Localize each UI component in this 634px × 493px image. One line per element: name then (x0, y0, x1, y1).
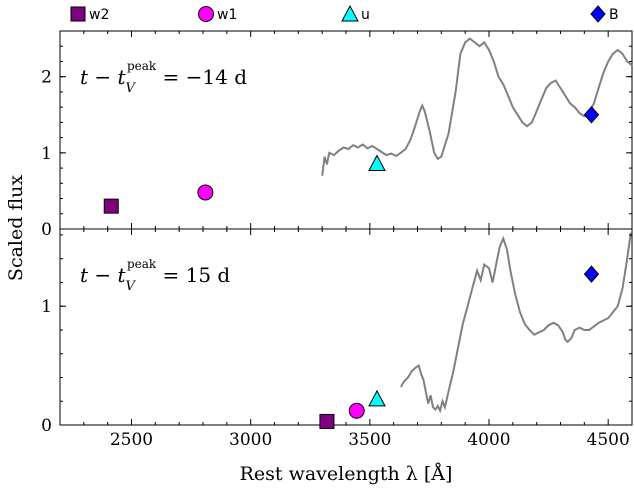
panel-top: 0 1 2 t − tVpeak = −14 d (41, 30, 633, 240)
legend-label-w2: w2 (89, 7, 109, 23)
y-tick-label: 0 (41, 416, 52, 436)
legend-label-u: u (361, 7, 370, 23)
legend-marker-w1 (198, 6, 214, 22)
x-tick-label: 2500 (110, 430, 153, 450)
y-tick-label: 2 (41, 68, 52, 88)
spectrum-top (321, 37, 633, 176)
photometry-point-B (583, 106, 600, 124)
panel-bottom: 0 1 2500 3000 3500 4000 4500 t − tVpeak = 15 … (41, 228, 633, 450)
photometry-point-w2 (319, 413, 335, 429)
x-ticks-top (83, 31, 633, 229)
legend-label-B: B (609, 7, 619, 23)
photometry-top (103, 106, 600, 214)
x-tick-label: 3500 (348, 430, 391, 450)
legend-label-w1: w1 (217, 7, 237, 23)
x-axis-title: Rest wavelength λ [Å] (240, 463, 453, 485)
x-tick-label: 4500 (587, 430, 630, 450)
photometry-point-w1 (197, 184, 214, 201)
photometry-point-u (368, 389, 386, 407)
photometry-point-u (368, 154, 386, 172)
spectrum-line (321, 37, 633, 176)
y-tick-label: 1 (41, 297, 52, 317)
photometry-point-w2 (103, 198, 119, 214)
y-axis-title: Scaled flux (5, 175, 27, 281)
y-ticks-top: 0 1 2 (41, 30, 632, 240)
legend: w2 w1 u B (70, 4, 619, 23)
x-ticks-bottom: 2500 3000 3500 4000 4500 (83, 229, 633, 450)
photometry-point-B (583, 265, 600, 283)
panel-label-bottom: t − tVpeak = 15 d (80, 257, 230, 294)
y-tick-label: 0 (41, 220, 52, 240)
y-tick-label: 1 (41, 144, 52, 164)
x-tick-label: 4000 (467, 430, 510, 450)
legend-marker-B (590, 5, 606, 23)
photometry-point-w1 (348, 402, 365, 419)
photometry-bottom (319, 265, 600, 429)
legend-marker-u (341, 4, 359, 22)
spectrum-bottom (399, 232, 632, 414)
spectrum-line (399, 232, 632, 414)
x-tick-label: 3000 (229, 430, 272, 450)
legend-marker-w2 (70, 6, 86, 22)
panel-label-top: t − tVpeak = −14 d (80, 59, 247, 96)
